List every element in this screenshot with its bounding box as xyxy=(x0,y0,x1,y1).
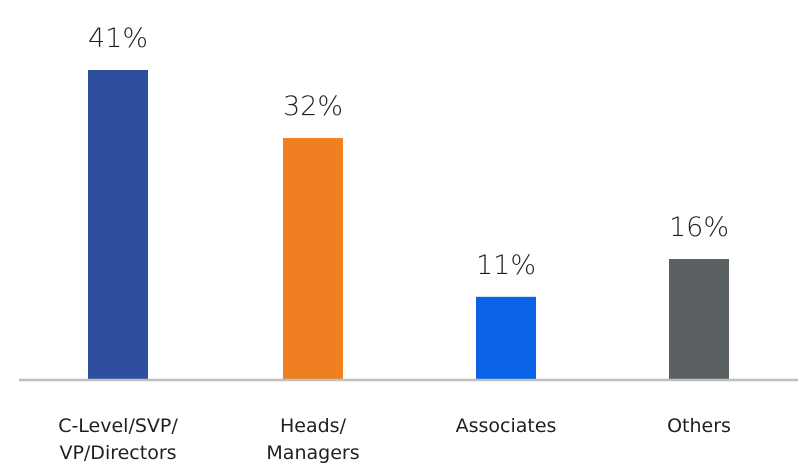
value-label-0: 41% xyxy=(88,23,148,54)
category-label-3: Others xyxy=(667,415,731,437)
value-label-2: 11% xyxy=(476,250,536,281)
bar-3 xyxy=(669,259,729,380)
bars-layer xyxy=(88,70,729,380)
category-label-0-line-0: C-Level/SVP/ xyxy=(58,415,178,437)
value-label-1: 32% xyxy=(283,91,343,122)
category-label-1-line-1: Managers xyxy=(266,442,359,464)
bar-2 xyxy=(476,296,536,380)
bar-0 xyxy=(88,70,148,380)
value-label-3: 16% xyxy=(669,212,729,243)
category-label-2: Associates xyxy=(456,415,557,437)
category-label-0-line-1: VP/Directors xyxy=(59,442,176,464)
bar-1 xyxy=(283,138,343,380)
value-labels-layer: 41% 32% 11% 16% xyxy=(88,23,729,281)
category-labels-layer: C-Level/SVP/VP/Directors Heads/Managers As… xyxy=(58,415,731,464)
category-label-1-line-0: Heads/ xyxy=(280,415,347,437)
